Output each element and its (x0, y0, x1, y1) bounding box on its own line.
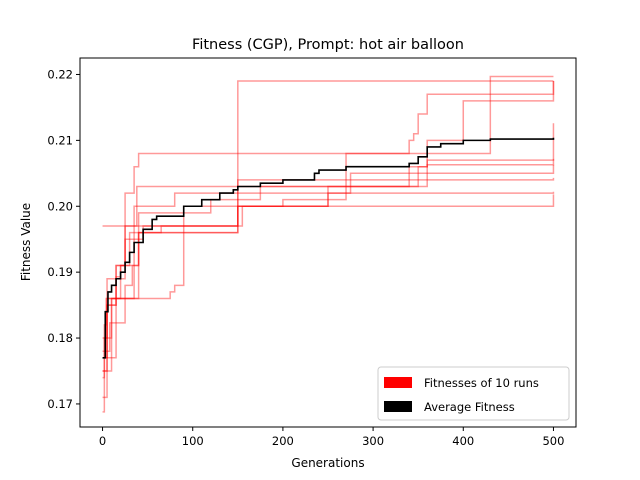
run-line-7 (102, 194, 555, 372)
run-line-6 (102, 191, 555, 372)
y-axis: 0.17 0.18 0.19 0.20 0.21 0.22 (47, 67, 80, 411)
y-tick-label: 0.21 (47, 133, 73, 147)
x-axis: 0 100 200 300 400 500 (99, 427, 564, 448)
run-line-10 (102, 81, 555, 359)
run-line-2 (102, 75, 554, 399)
legend-label-runs: Fitnesses of 10 runs (424, 376, 539, 390)
legend-box (377, 366, 570, 421)
legend-swatch-runs (384, 377, 412, 388)
y-tick-label: 0.17 (47, 397, 73, 411)
run-line-8 (102, 123, 555, 339)
run-line-9 (102, 81, 555, 359)
plot-area (102, 75, 555, 413)
x-tick-label: 200 (272, 434, 294, 448)
x-tick-label: 300 (362, 434, 384, 448)
run-line-5 (102, 158, 555, 352)
y-tick-label: 0.22 (47, 67, 73, 81)
x-axis-label: Generations (291, 456, 364, 470)
axes-frame (79, 57, 577, 428)
x-tick-label: 100 (182, 434, 204, 448)
x-tick-label: 500 (542, 434, 564, 448)
legend-label-average: Average Fitness (424, 400, 515, 414)
legend: Fitnesses of 10 runs Average Fitness (377, 366, 570, 421)
average-line (102, 137, 555, 359)
legend-swatch-average (384, 401, 412, 412)
y-tick-label: 0.19 (47, 265, 73, 279)
run-line-1 (102, 80, 554, 413)
run-line-4 (102, 177, 555, 227)
y-tick-label: 0.20 (47, 199, 73, 213)
x-tick-label: 400 (452, 434, 474, 448)
y-tick-label: 0.18 (47, 331, 73, 345)
x-tick-label: 0 (99, 434, 106, 448)
y-axis-label: Fitness Value (19, 203, 33, 281)
chart-title: Fitness (CGP), Prompt: hot air balloon (192, 37, 464, 53)
